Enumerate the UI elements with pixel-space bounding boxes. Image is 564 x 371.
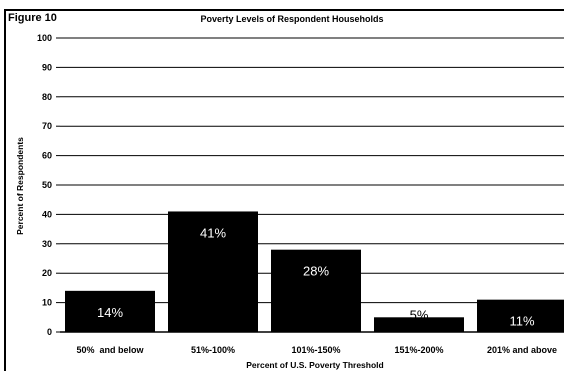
y-tick-label: 100 (37, 33, 52, 43)
bar-data-label: 11% (509, 314, 534, 329)
bar (168, 211, 258, 332)
bar (271, 249, 361, 332)
bar-data-label: 28% (303, 264, 329, 279)
x-tick-label: 51%-100% (191, 345, 235, 355)
y-axis-title: Percent of Respondents (15, 137, 25, 235)
y-tick-label: 20 (42, 268, 52, 278)
y-tick-label: 90 (42, 62, 52, 72)
y-tick-label: 60 (42, 151, 52, 161)
bar-data-label: 41% (200, 225, 226, 240)
chart-title: Poverty Levels of Respondent Households (200, 14, 384, 24)
y-tick-label: 30 (42, 239, 52, 249)
bars: 14% 41% 28% 5% 11% (65, 211, 564, 332)
bar-data-label: 14% (97, 305, 123, 320)
bar (65, 290, 155, 332)
bar (477, 299, 564, 332)
x-tick-label: 151%-200% (394, 345, 443, 355)
x-axis-title: Percent of U.S. Poverty Threshold (246, 360, 383, 370)
x-tick-label: 101%-150% (291, 345, 340, 355)
x-tick-label: 50% and below (76, 345, 144, 355)
y-tick-labels: 0 10 20 30 40 50 60 70 80 90 100 (37, 33, 52, 337)
bar (374, 317, 464, 332)
bar-data-label: 5% (410, 307, 429, 322)
x-tick-labels: 50% and below 51%-100% 101%-150% 151%-200% 2… (76, 345, 557, 355)
y-tick-label: 80 (42, 92, 52, 102)
figure-label: Figure 10 (8, 12, 57, 24)
y-tick-label: 0 (47, 327, 52, 337)
figure-frame (4, 9, 564, 371)
y-tick-label: 70 (42, 121, 52, 131)
y-tick-label: 40 (42, 209, 52, 219)
y-tick-label: 50 (42, 180, 52, 190)
x-tick-label: 201% and above (487, 345, 557, 355)
y-tick-label: 10 (42, 298, 52, 308)
